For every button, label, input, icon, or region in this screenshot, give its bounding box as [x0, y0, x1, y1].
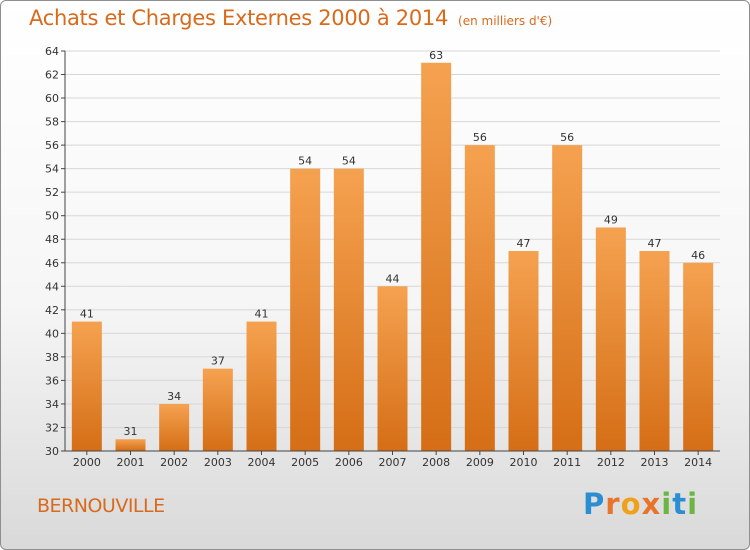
value-label: 63 — [429, 49, 443, 62]
x-tick-label: 2013 — [641, 456, 669, 469]
title-row: Achats et Charges Externes 2000 à 2014 (e… — [29, 6, 552, 30]
x-tick-label: 2011 — [553, 456, 581, 469]
y-tick-label: 64 — [45, 45, 59, 58]
value-label: 31 — [124, 425, 138, 438]
x-tick-label: 2012 — [597, 456, 625, 469]
bar-2001 — [115, 439, 146, 451]
value-label: 41 — [255, 308, 269, 321]
bar-2009 — [464, 145, 495, 451]
bar-2014 — [683, 262, 714, 451]
bar-2013 — [639, 251, 670, 451]
value-label: 54 — [342, 155, 356, 168]
y-tick-label: 50 — [45, 210, 59, 223]
y-tick-label: 56 — [45, 139, 59, 152]
x-tick-label: 2003 — [204, 456, 232, 469]
y-tick-label: 54 — [45, 163, 59, 176]
x-tick-label: 2007 — [379, 456, 407, 469]
value-label: 47 — [517, 237, 531, 250]
y-tick-label: 62 — [45, 69, 59, 82]
y-tick-label: 30 — [45, 445, 59, 458]
bar-2007 — [377, 286, 408, 451]
y-tick-label: 44 — [45, 280, 59, 293]
y-tick-label: 32 — [45, 421, 59, 434]
y-tick-label: 46 — [45, 257, 59, 270]
chart-title: Achats et Charges Externes 2000 à 2014 — [29, 6, 449, 30]
y-tick-label: 36 — [45, 374, 59, 387]
x-tick-label: 2004 — [248, 456, 276, 469]
bar-2010 — [508, 251, 539, 451]
value-label: 41 — [80, 308, 94, 321]
value-label: 34 — [167, 390, 181, 403]
y-tick-label: 52 — [45, 186, 59, 199]
axes: 30 32 34 36 38 40 42 44 46 48 50 52 54 56 58 60 62 64 2000… — [45, 45, 720, 469]
y-tick-label: 40 — [45, 327, 59, 340]
bars — [71, 62, 714, 451]
value-label: 49 — [604, 213, 618, 226]
y-tick-label: 38 — [45, 351, 59, 364]
y-tick-label: 42 — [45, 304, 59, 317]
x-tick-label: 2001 — [117, 456, 145, 469]
bar-2000 — [71, 321, 102, 451]
bar-2003 — [202, 368, 233, 451]
value-label: 56 — [473, 131, 487, 144]
value-label: 47 — [648, 237, 662, 250]
y-tick-label: 48 — [45, 233, 59, 246]
x-tick-label: 2008 — [422, 456, 450, 469]
x-tick-label: 2009 — [466, 456, 494, 469]
value-label: 54 — [298, 155, 312, 168]
bar-2005 — [290, 168, 321, 451]
x-tick-label: 2000 — [73, 456, 101, 469]
bar-2008 — [421, 62, 452, 451]
x-tick-label: 2006 — [335, 456, 363, 469]
bar-2011 — [552, 145, 583, 451]
place-name: BERNOUVILLE — [37, 495, 165, 517]
chart-subtitle: (en milliers d'€) — [458, 14, 553, 28]
x-tick-label: 2014 — [684, 456, 712, 469]
bar-2012 — [595, 227, 626, 451]
x-tick-label: 2005 — [291, 456, 319, 469]
value-label: 37 — [211, 355, 225, 368]
y-tick-label: 58 — [45, 116, 59, 129]
x-tick-label: 2010 — [510, 456, 538, 469]
value-label: 56 — [560, 131, 574, 144]
bar-2004 — [246, 321, 277, 451]
value-label: 44 — [386, 272, 400, 285]
data-labels: 41 31 34 37 41 54 54 44 63 56 47 56 49 47 46 — [80, 49, 705, 438]
y-tick-label: 60 — [45, 92, 59, 105]
x-tick-label: 2002 — [160, 456, 188, 469]
value-label: 46 — [691, 249, 705, 262]
y-tick-label: 34 — [45, 398, 59, 411]
proxiti-logo: Proxiti — [583, 487, 699, 521]
bar-2002 — [159, 403, 190, 451]
bar-2006 — [333, 168, 364, 451]
